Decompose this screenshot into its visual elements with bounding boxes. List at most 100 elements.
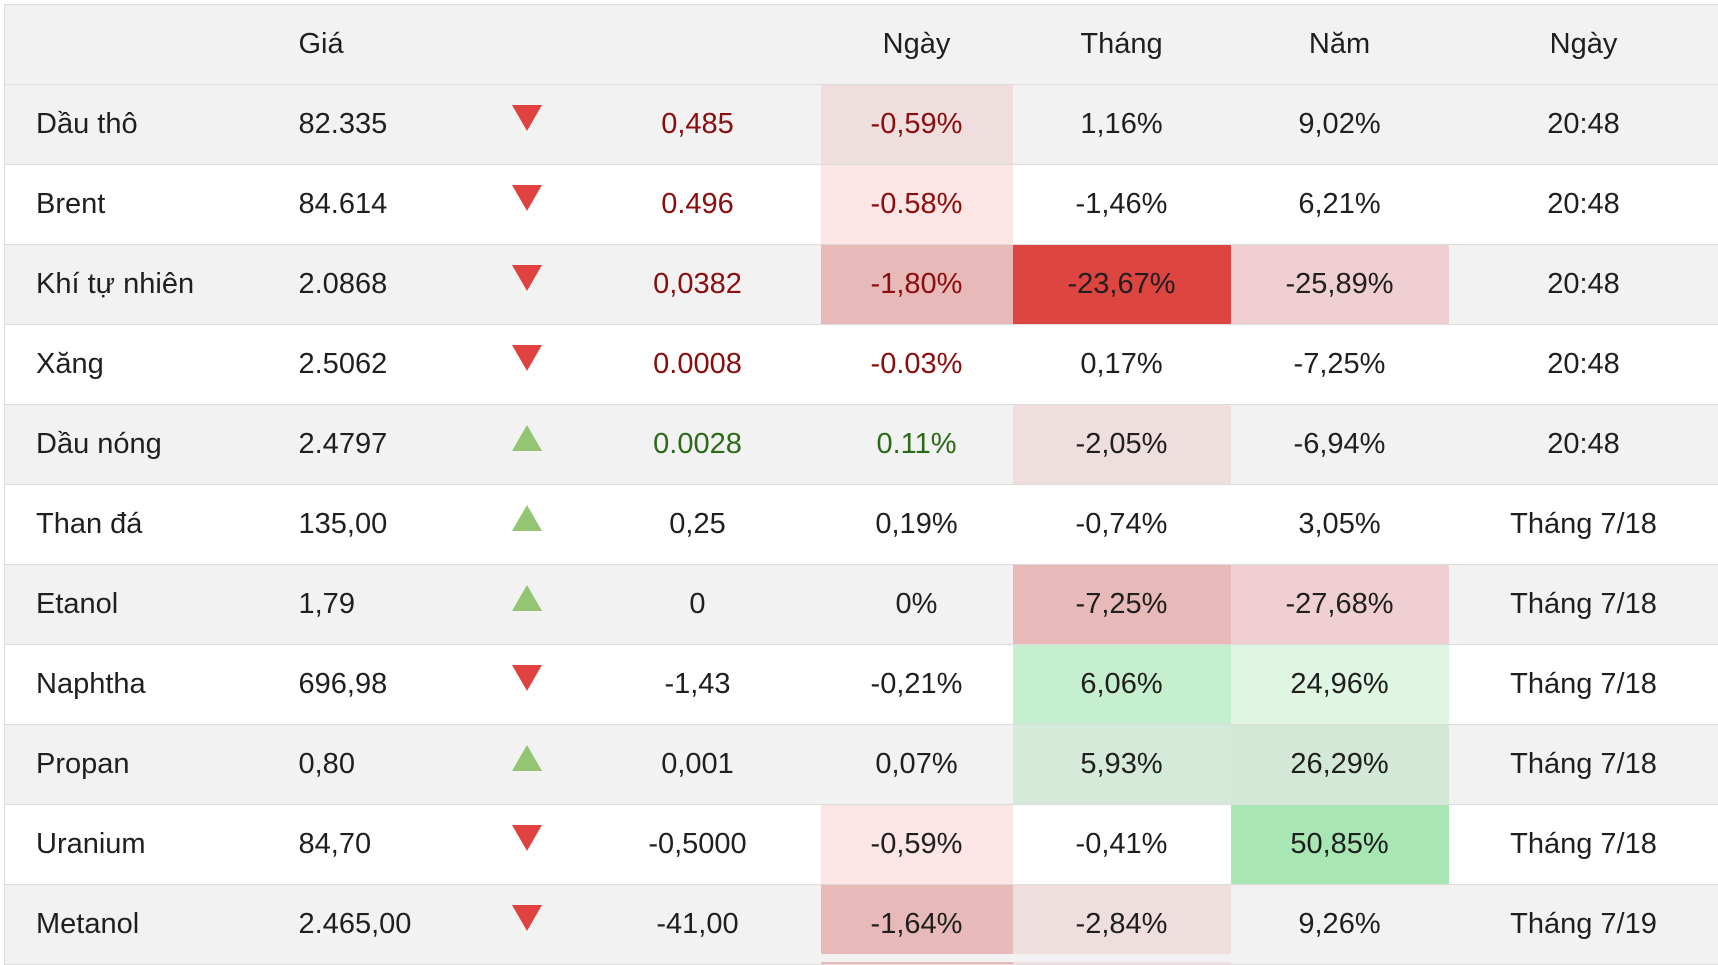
update-time: Tháng 7/18 <box>1449 565 1718 645</box>
day-percent: -0,21% <box>821 645 1013 725</box>
update-time: 20:48 <box>1449 85 1718 165</box>
update-time: Tháng 7/19 <box>1449 885 1718 965</box>
direction-cell <box>479 885 575 965</box>
commodity-price: 2.5062 <box>299 325 479 405</box>
day-percent: -0.03% <box>821 325 1013 405</box>
month-percent: -1,46% <box>1013 165 1231 245</box>
commodity-name[interactable]: Naphtha <box>5 645 299 725</box>
month-percent: -23,67% <box>1013 245 1231 325</box>
direction-cell <box>479 805 575 885</box>
update-time: 20:48 <box>1449 325 1718 405</box>
direction-cell <box>479 565 575 645</box>
commodity-price: 84.614 <box>299 165 479 245</box>
direction-cell <box>479 405 575 485</box>
commodity-name[interactable]: Propan <box>5 725 299 805</box>
month-percent: -0,74% <box>1013 485 1231 565</box>
month-percent: -0,41% <box>1013 805 1231 885</box>
change-value: 0,25 <box>575 485 821 565</box>
year-percent: -6,94% <box>1231 405 1449 485</box>
month-percent: 6,06% <box>1013 645 1231 725</box>
update-time: Tháng 7/18 <box>1449 485 1718 565</box>
down-arrow-icon <box>512 345 542 371</box>
commodity-name[interactable]: Brent <box>5 165 299 245</box>
header-month-percent[interactable]: Tháng <box>1013 5 1231 85</box>
year-percent: -25,89% <box>1231 245 1449 325</box>
change-value: 0.0008 <box>575 325 821 405</box>
table-header-row: Giá Ngày Tháng Năm Ngày <box>5 5 1718 85</box>
up-arrow-icon <box>512 505 542 531</box>
commodity-price: 84,70 <box>299 805 479 885</box>
year-percent: 3,05% <box>1231 485 1449 565</box>
commodity-name[interactable]: Than đá <box>5 485 299 565</box>
header-day-percent[interactable]: Ngày <box>821 5 1013 85</box>
header-direction <box>479 5 575 85</box>
up-arrow-icon <box>512 425 542 451</box>
year-percent: 50,85% <box>1231 805 1449 885</box>
year-percent: 6,21% <box>1231 165 1449 245</box>
year-percent: 9,26% <box>1231 885 1449 965</box>
day-percent: -0,59% <box>821 805 1013 885</box>
commodity-price: 2.4797 <box>299 405 479 485</box>
day-percent: -1,80% <box>821 245 1013 325</box>
day-percent: 0,19% <box>821 485 1013 565</box>
day-percent: -0.58% <box>821 165 1013 245</box>
change-value: -0,5000 <box>575 805 821 885</box>
commodity-name[interactable]: Khí tự nhiên <box>5 245 299 325</box>
day-percent: 0.11% <box>821 405 1013 485</box>
commodity-name[interactable]: Dầu nóng <box>5 405 299 485</box>
direction-cell <box>479 245 575 325</box>
header-date[interactable]: Ngày <box>1449 5 1718 85</box>
change-value: 0 <box>575 565 821 645</box>
direction-cell <box>479 85 575 165</box>
month-percent: -2,84% <box>1013 885 1231 965</box>
day-percent: 0,07% <box>821 725 1013 805</box>
commodity-name[interactable]: Dầu thô <box>5 85 299 165</box>
down-arrow-icon <box>512 825 542 851</box>
header-change <box>575 5 821 85</box>
commodity-name[interactable]: Etanol <box>5 565 299 645</box>
update-time: Tháng 7/18 <box>1449 805 1718 885</box>
commodity-name[interactable]: Metanol <box>5 885 299 965</box>
change-value: 0,001 <box>575 725 821 805</box>
month-percent: 1,16% <box>1013 85 1231 165</box>
down-arrow-icon <box>512 185 542 211</box>
up-arrow-icon <box>512 585 542 611</box>
down-arrow-icon <box>512 905 542 931</box>
month-percent: 0,17% <box>1013 325 1231 405</box>
direction-cell <box>479 325 575 405</box>
commodity-name[interactable]: Xăng <box>5 325 299 405</box>
header-year-percent[interactable]: Năm <box>1231 5 1449 85</box>
update-time: 20:48 <box>1449 405 1718 485</box>
month-percent: -2,05% <box>1013 405 1231 485</box>
commodity-price: 135,00 <box>299 485 479 565</box>
commodity-price: 696,98 <box>299 645 479 725</box>
up-arrow-icon <box>512 745 542 771</box>
direction-cell <box>479 645 575 725</box>
change-value: 0.0028 <box>575 405 821 485</box>
update-time: Tháng 7/18 <box>1449 645 1718 725</box>
header-price[interactable]: Giá <box>299 5 479 85</box>
year-percent: 24,96% <box>1231 645 1449 725</box>
update-time: Tháng 7/18 <box>1449 725 1718 805</box>
change-value: -1,43 <box>575 645 821 725</box>
commodity-price: 2.465,00 <box>299 885 479 965</box>
year-percent: 9,02% <box>1231 85 1449 165</box>
commodity-name[interactable]: Uranium <box>5 805 299 885</box>
change-value: -41,00 <box>575 885 821 965</box>
change-value: 0,0382 <box>575 245 821 325</box>
day-percent: -1,64% <box>821 885 1013 965</box>
